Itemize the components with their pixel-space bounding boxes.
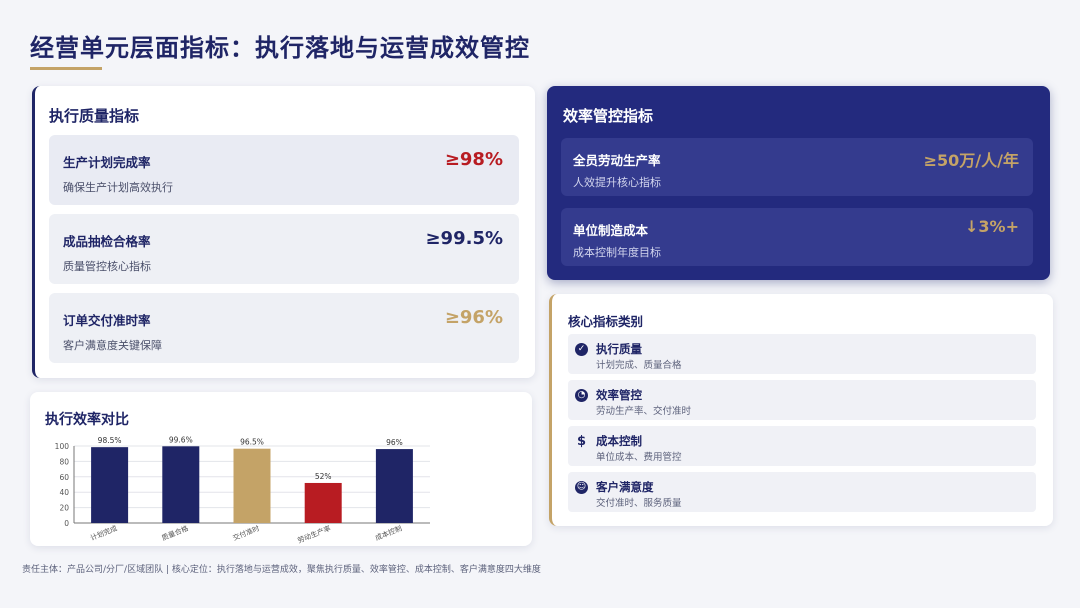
category-item-quality: ✓ 执行质量 计划完成、质量合格	[568, 334, 1036, 374]
x-tick-label: 劳动生产率	[296, 524, 332, 545]
y-tick-label: 100	[55, 442, 70, 451]
title-underline	[30, 67, 102, 70]
metric-value: ≥98%	[444, 149, 503, 170]
quality-metrics-card: 执行质量指标 生产计划完成率 确保生产计划高效执行 ≥98% 成品抽检合格率 质…	[32, 86, 535, 378]
bar-0	[91, 447, 129, 523]
metric-inspection-pass: 成品抽检合格率 质量管控核心指标 ≥99.5%	[49, 214, 519, 284]
category-title: 客户满意度	[596, 480, 654, 494]
metric-desc: 成本控制年度目标	[573, 246, 661, 259]
metric-value: ≥99.5%	[425, 228, 503, 249]
bar-chart: 0 20 40 60 80 100 98.5% 计划完成 99.6% 质量合格 96.5% 交付准时 5…	[55, 435, 430, 545]
data-label: 99.6%	[169, 435, 193, 444]
categories-header: 核心指标类别	[568, 314, 644, 329]
x-tick-label: 成本控制	[374, 524, 403, 543]
category-desc: 计划完成、质量合格	[596, 360, 682, 371]
metric-name: 订单交付准时率	[63, 313, 151, 328]
metric-desc: 确保生产计划高效执行	[63, 181, 173, 194]
category-desc: 交付准时、服务质量	[596, 498, 682, 509]
category-item-efficiency: ◔ 效率管控 劳动生产率、交付准时	[568, 380, 1036, 420]
metric-desc: 人效提升核心指标	[573, 176, 661, 189]
y-tick-label: 20	[59, 504, 69, 513]
smile-icon: ☺	[575, 481, 588, 494]
efficiency-metrics-card: 效率管控指标 全员劳动生产率 人效提升核心指标 ≥50万/人/年 单位制造成本 …	[547, 86, 1050, 280]
x-tick-label: 质量合格	[160, 524, 189, 543]
efficiency-chart-card: 执行效率对比 0 20 40 60 80 100 98.5% 计划完成 99.6% 质量合格 96.…	[30, 392, 532, 546]
category-title: 效率管控	[596, 388, 642, 402]
data-label: 52%	[315, 472, 332, 481]
data-label: 98.5%	[98, 436, 122, 445]
category-title: 成本控制	[596, 434, 642, 448]
y-tick-label: 0	[64, 519, 69, 528]
page-title: 经营单元层面指标：执行落地与运营成效管控	[30, 34, 530, 62]
category-title: 执行质量	[596, 342, 642, 356]
core-categories-card: 核心指标类别 ✓ 执行质量 计划完成、质量合格 ◔ 效率管控 劳动生产率、交付准…	[549, 294, 1053, 526]
y-tick-label: 40	[59, 488, 69, 497]
bar-3	[304, 482, 342, 523]
category-item-cost: $ 成本控制 单位成本、费用管控	[568, 426, 1036, 466]
footer-note: 责任主体：产品公司/分厂/区域团队 | 核心定位：执行落地与运营成效，聚焦执行质…	[22, 565, 541, 575]
quality-card-header: 执行质量指标	[49, 107, 140, 125]
category-desc: 单位成本、费用管控	[596, 452, 682, 463]
chart-title: 执行效率对比	[45, 412, 129, 428]
metric-unit-cost: 单位制造成本 成本控制年度目标 ↓3%+	[561, 208, 1033, 266]
y-tick-label: 60	[59, 473, 69, 482]
y-tick-label: 80	[59, 457, 69, 466]
category-item-satisfaction: ☺ 客户满意度 交付准时、服务质量	[568, 472, 1036, 512]
x-tick-label: 交付准时	[231, 524, 260, 543]
metric-desc: 客户满意度关键保障	[63, 339, 162, 352]
bar-2	[233, 448, 271, 523]
metric-on-time-delivery: 订单交付准时率 客户满意度关键保障 ≥96%	[49, 293, 519, 363]
category-desc: 劳动生产率、交付准时	[596, 406, 692, 417]
metric-production-plan: 生产计划完成率 确保生产计划高效执行 ≥98%	[49, 135, 519, 205]
x-tick-label: 计划完成	[89, 524, 118, 543]
check-circle-icon: ✓	[575, 343, 588, 356]
metric-name: 单位制造成本	[573, 223, 649, 238]
metric-value: ≥96%	[444, 307, 503, 328]
metric-value: ↓3%+	[965, 217, 1019, 236]
bar-4	[375, 449, 413, 523]
data-label: 96%	[386, 438, 403, 447]
dollar-icon: $	[576, 434, 587, 449]
efficiency-card-header: 效率管控指标	[563, 107, 654, 125]
metric-value: ≥50万/人/年	[923, 151, 1019, 170]
bar-1	[162, 446, 200, 523]
metric-name: 成品抽检合格率	[63, 234, 151, 249]
metric-desc: 质量管控核心指标	[63, 260, 151, 273]
metric-name: 全员劳动生产率	[573, 153, 661, 168]
metric-name: 生产计划完成率	[63, 155, 151, 170]
data-label: 96.5%	[240, 438, 264, 447]
metric-labor-productivity: 全员劳动生产率 人效提升核心指标 ≥50万/人/年	[561, 138, 1033, 196]
gauge-icon: ◔	[575, 389, 588, 402]
